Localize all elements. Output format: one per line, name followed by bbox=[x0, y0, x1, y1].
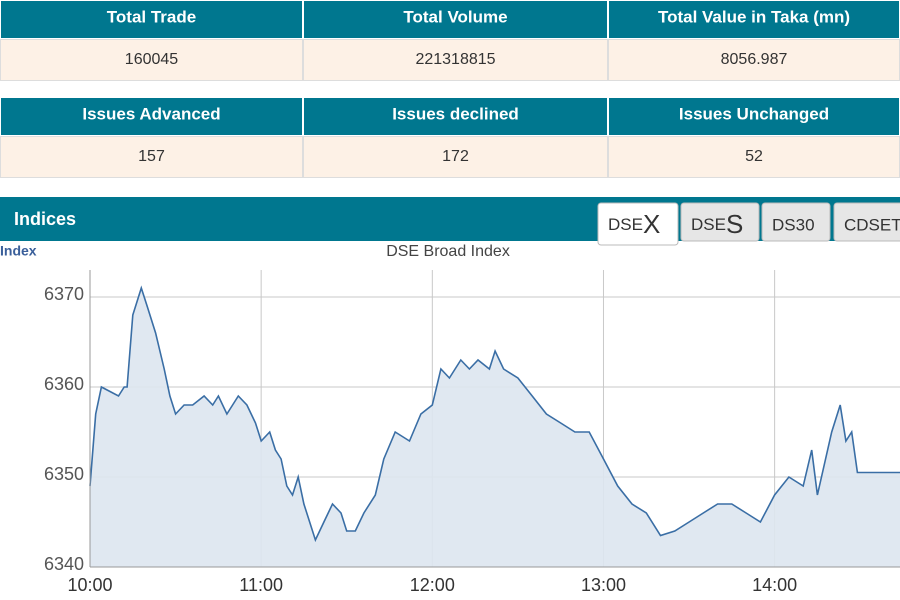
y-tick-label: 6360 bbox=[44, 374, 84, 394]
area bbox=[90, 288, 900, 567]
line bbox=[89, 285, 900, 543]
x-tick-label: 11:00 bbox=[239, 575, 283, 595]
value-text: 160045 bbox=[125, 51, 178, 68]
tab[interactable] bbox=[761, 202, 831, 242]
tab-label[interactable]: CDSET bbox=[844, 215, 900, 234]
x-tick-label: 14:00 bbox=[752, 575, 797, 595]
x-tick-label: 13:00 bbox=[581, 575, 626, 595]
tab[interactable] bbox=[680, 202, 760, 242]
value-cell bbox=[608, 39, 900, 81]
tab-label[interactable]: DSEX bbox=[608, 209, 660, 239]
x-tick-label: 10:00 bbox=[67, 575, 112, 595]
y-tick-label: 6340 bbox=[44, 554, 84, 574]
value-text: 172 bbox=[442, 148, 469, 165]
tab[interactable] bbox=[597, 202, 679, 246]
y-axis-label: Index bbox=[0, 243, 37, 259]
value-text: 52 bbox=[745, 148, 763, 165]
header-cell bbox=[0, 0, 303, 39]
tab-prefix[interactable]: DSE bbox=[608, 215, 643, 234]
tab[interactable] bbox=[833, 202, 900, 242]
value-text: 8056.987 bbox=[721, 51, 788, 68]
tab-prefix[interactable]: DSE bbox=[691, 215, 726, 234]
y-tick-label: 6370 bbox=[44, 284, 84, 304]
header-text: Issues Advanced bbox=[82, 104, 220, 123]
header-cell bbox=[608, 0, 900, 39]
value-text: 221318815 bbox=[415, 51, 495, 68]
header-text: Issues Unchanged bbox=[679, 104, 829, 123]
header-cell bbox=[0, 97, 303, 136]
indices-title: Indices bbox=[14, 209, 76, 229]
value-cell bbox=[303, 136, 608, 178]
header-text: Issues declined bbox=[392, 104, 519, 123]
value-text: 157 bbox=[138, 148, 165, 165]
header-cell bbox=[303, 0, 608, 39]
value-cell bbox=[0, 39, 303, 81]
chart-title: DSE Broad Index bbox=[386, 243, 510, 260]
value-cell bbox=[0, 136, 303, 178]
header-text: Total Value in Taka (mn) bbox=[658, 7, 850, 26]
header-cell bbox=[303, 97, 608, 136]
x-tick-label: 12:00 bbox=[410, 575, 455, 595]
tab-label[interactable]: DSES bbox=[691, 209, 743, 239]
tab-label[interactable]: DS30 bbox=[772, 215, 815, 234]
value-cell bbox=[608, 136, 900, 178]
header-text: Total Volume bbox=[403, 7, 507, 26]
tab-suffix[interactable]: X bbox=[643, 209, 660, 239]
tab-suffix[interactable]: S bbox=[726, 209, 743, 239]
header-text: Total Trade bbox=[107, 7, 196, 26]
y-tick-label: 6350 bbox=[44, 464, 84, 484]
value-cell bbox=[303, 39, 608, 81]
